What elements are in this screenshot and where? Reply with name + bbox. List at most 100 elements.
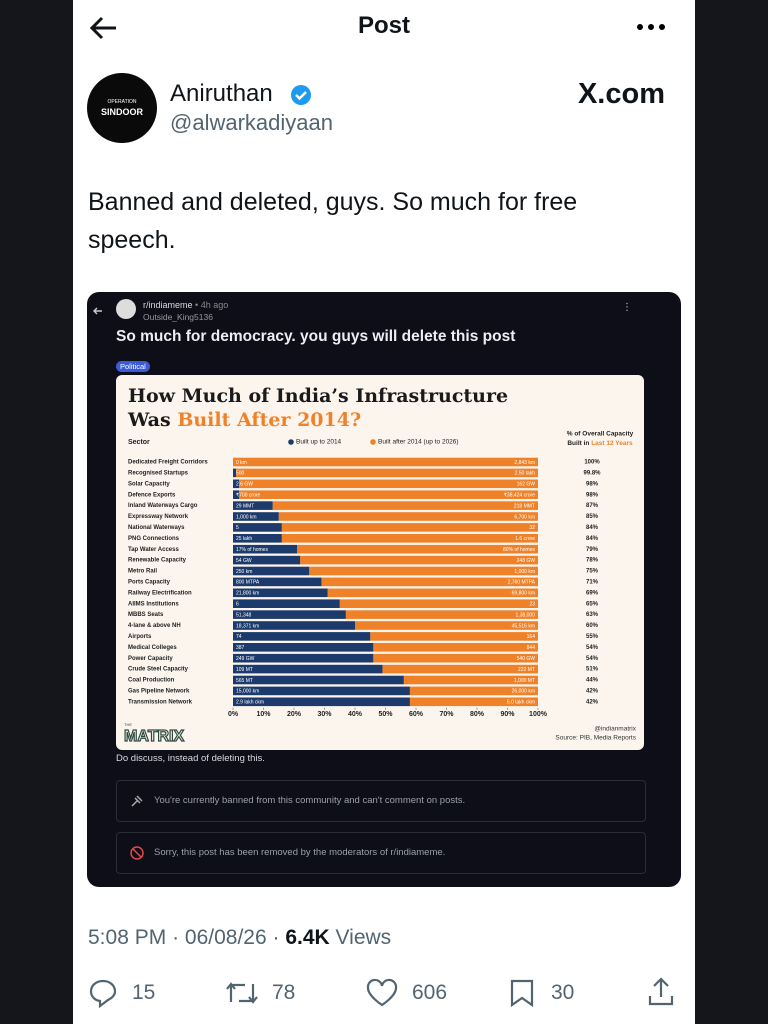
capacity-label: 63%: [586, 612, 599, 618]
community-icon: [116, 299, 136, 319]
x-tick-label: 0%: [228, 711, 239, 718]
embedded-image[interactable]: r/indiameme • 4h ago Outside_King5136 ⋮ …: [87, 292, 681, 887]
subreddit-name: r/indiameme: [143, 300, 193, 310]
notice-text: Sorry, this post has been removed by the…: [154, 847, 446, 858]
bar-label: 387: [236, 645, 245, 651]
repost-icon[interactable]: [224, 978, 260, 1008]
category-label: Expressway Network: [128, 514, 189, 520]
like-count: 606: [412, 981, 448, 1004]
post-date: 06/08/26: [184, 926, 267, 949]
bar: [233, 599, 340, 608]
verified-badge: [291, 85, 311, 105]
capacity-label: 60%: [586, 623, 599, 629]
bar-label: 1,000 MT: [514, 678, 535, 684]
post-user[interactable]: Outside_King5136: [143, 312, 213, 322]
chart-title: How Much of India’s Infrastructure: [128, 385, 508, 407]
x-tick-label: 80%: [470, 711, 485, 718]
separator: ·: [172, 926, 180, 949]
back-button[interactable]: [88, 14, 120, 42]
remainder-bar: [297, 544, 538, 554]
remainder-bar: [239, 479, 538, 489]
remainder-bar: [373, 653, 538, 663]
bar-label: 17% of homes: [236, 547, 268, 553]
remainder-bar: [300, 555, 538, 565]
bar: [233, 577, 322, 587]
bar-label: 0 km: [236, 460, 247, 466]
category-label: Recognised Startups: [128, 470, 189, 476]
x-tick-label: 30%: [317, 711, 332, 718]
bar: [233, 468, 237, 478]
bar-label: 23: [529, 602, 535, 608]
removed-notice: Sorry, this post has been removed by the…: [116, 832, 646, 874]
category-label: Medical Colleges: [128, 645, 177, 651]
bar: [233, 686, 410, 696]
bar: [233, 697, 410, 707]
remainder-bar: [345, 610, 538, 619]
capacity-label: 54%: [586, 656, 599, 662]
more-button[interactable]: [634, 20, 668, 34]
remainder-bar: [339, 599, 538, 608]
bar-label: 109 MT: [236, 667, 253, 673]
category-label: Transmission Network: [128, 699, 193, 705]
remainder-bar: [321, 577, 538, 587]
category-label: Metro Rail: [128, 569, 157, 575]
remainder-bar: [239, 490, 538, 499]
remainder-bar: [327, 588, 538, 598]
reply-icon[interactable]: [88, 978, 118, 1008]
subreddit[interactable]: r/indiameme • 4h ago: [143, 300, 228, 310]
category-label: PNG Connections: [128, 536, 180, 542]
bar-label: 32: [529, 525, 535, 531]
bar-label: ₹700 crore: [236, 493, 261, 499]
bar-label: 45,516 km: [512, 623, 535, 629]
bar-label: 15,000 km: [236, 689, 259, 695]
post-age: • 4h ago: [195, 300, 229, 310]
bar: [233, 544, 298, 554]
bar: [233, 653, 374, 663]
bar-label: 540 GW: [517, 656, 536, 662]
chart-title: Was Built After 2014?: [127, 409, 361, 431]
bar: [233, 643, 374, 652]
bar: [233, 501, 273, 510]
bar-label: 51,348: [236, 612, 252, 618]
banned-notice: You're currently banned from this commun…: [116, 780, 646, 822]
bar-label: 6,700 km: [514, 514, 535, 520]
capacity-label: 71%: [586, 579, 599, 585]
category-label: Gas Pipeline Network: [128, 688, 190, 694]
legend-swatch: [370, 439, 376, 445]
header-title: Post: [357, 12, 410, 39]
share-icon[interactable]: [646, 976, 676, 1008]
bar-label: 6: [236, 602, 239, 608]
bar-label: 18,371 km: [236, 623, 259, 629]
author-name[interactable]: Aniruthan: [170, 80, 273, 107]
category-label: Defence Exports: [128, 492, 176, 498]
remainder-bar: [409, 686, 538, 696]
capacity-prefix: Built in: [567, 440, 591, 447]
bar-label: 222 MT: [518, 667, 535, 673]
bar-label: 2,843 km: [514, 460, 535, 466]
legend-swatch: [288, 439, 294, 445]
bar: [233, 632, 371, 641]
column-header: Sector: [128, 439, 150, 446]
bookmark-icon[interactable]: [508, 978, 536, 1008]
avatar[interactable]: OPERATION SINDOOR: [87, 73, 157, 143]
bar-label: 800 MTPA: [236, 580, 260, 586]
category-label: Railway Electrification: [128, 590, 192, 596]
bar-label: 565 MT: [236, 678, 253, 684]
category-label: Coal Production: [128, 678, 175, 684]
bar-label: 1,38,000: [516, 612, 536, 618]
bar: [233, 610, 346, 619]
category-label: Renewable Capacity: [128, 558, 187, 564]
legend-label: Built up to 2014: [296, 439, 342, 446]
remainder-bar: [373, 643, 538, 652]
bar: [233, 566, 310, 576]
like-icon[interactable]: [365, 978, 399, 1008]
bar-label: 2.9 lakh ckm: [236, 700, 264, 706]
bar-label: ₹38,424 crore: [504, 493, 535, 499]
capacity-header: % of Overall Capacity: [567, 431, 634, 438]
author-handle[interactable]: @alwarkadiyaan: [170, 110, 333, 135]
x-tick-label: 70%: [439, 711, 454, 718]
title-prefix: Was: [127, 409, 177, 431]
capacity-label: 42%: [586, 688, 599, 694]
capacity-label: 51%: [586, 667, 599, 673]
